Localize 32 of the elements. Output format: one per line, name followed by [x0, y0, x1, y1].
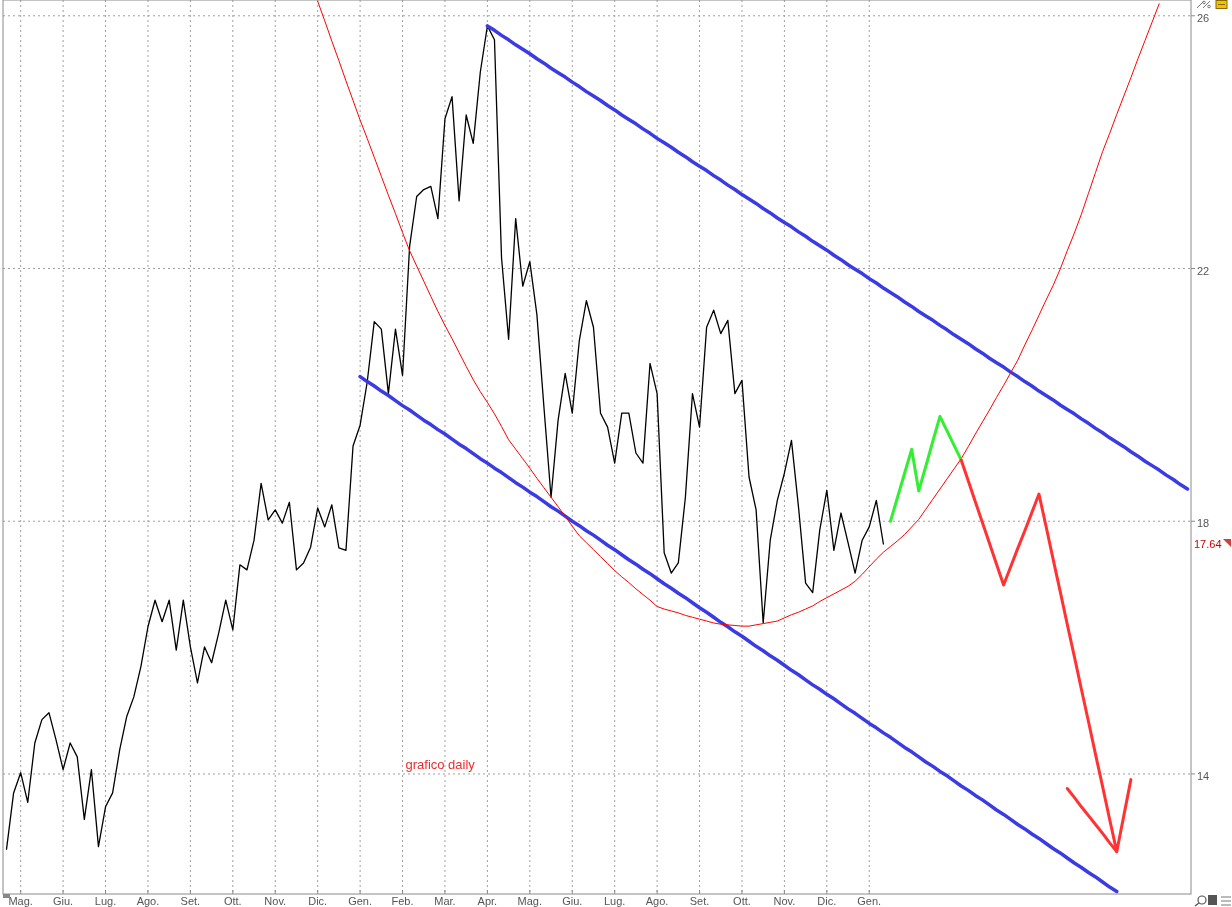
x-tick-label: Lug.: [603, 895, 626, 907]
x-tick-label: Dic.: [817, 895, 837, 907]
line-series: [485, 24, 1190, 491]
x-tick-label: Apr.: [477, 895, 498, 907]
x-tick-label: Giu.: [562, 895, 583, 907]
x-tick-label: Mag.: [517, 895, 543, 907]
line-series: [358, 374, 1119, 894]
y-tick-label: 18: [1197, 517, 1210, 530]
line-series: [317, 0, 1160, 627]
x-tick-label: Giu.: [53, 895, 74, 907]
y-tick-label: 26: [1197, 11, 1210, 24]
x-tick-label: Ott.: [223, 895, 242, 907]
x-tick-label: Feb.: [391, 895, 414, 907]
x-tick-label: Nov.: [264, 895, 287, 907]
x-tick-label: Lug.: [94, 895, 117, 907]
text: 17.64: [1194, 537, 1222, 550]
line-series: [888, 414, 963, 523]
x-tick-label: Ago.: [645, 895, 669, 907]
y-tick-label: 22: [1197, 264, 1210, 277]
x-tick-label: Gen.: [348, 895, 373, 907]
x-tick-label: Dic.: [308, 895, 328, 907]
x-tick-label: Mar.: [434, 895, 456, 907]
x-tick-label: Mag.: [8, 895, 33, 907]
x-tick-label: Gen.: [857, 895, 882, 907]
x-tick-label: Ago.: [136, 895, 160, 907]
x-tick-label: Set.: [689, 895, 710, 907]
y-tick-label: 14: [1197, 769, 1210, 782]
x-tick-label: Set.: [180, 895, 201, 907]
annotation: grafico daily: [405, 756, 476, 772]
x-tick-label: Ott.: [733, 895, 751, 907]
x-tick-label: Nov.: [773, 895, 796, 907]
line-series: [5, 25, 885, 850]
